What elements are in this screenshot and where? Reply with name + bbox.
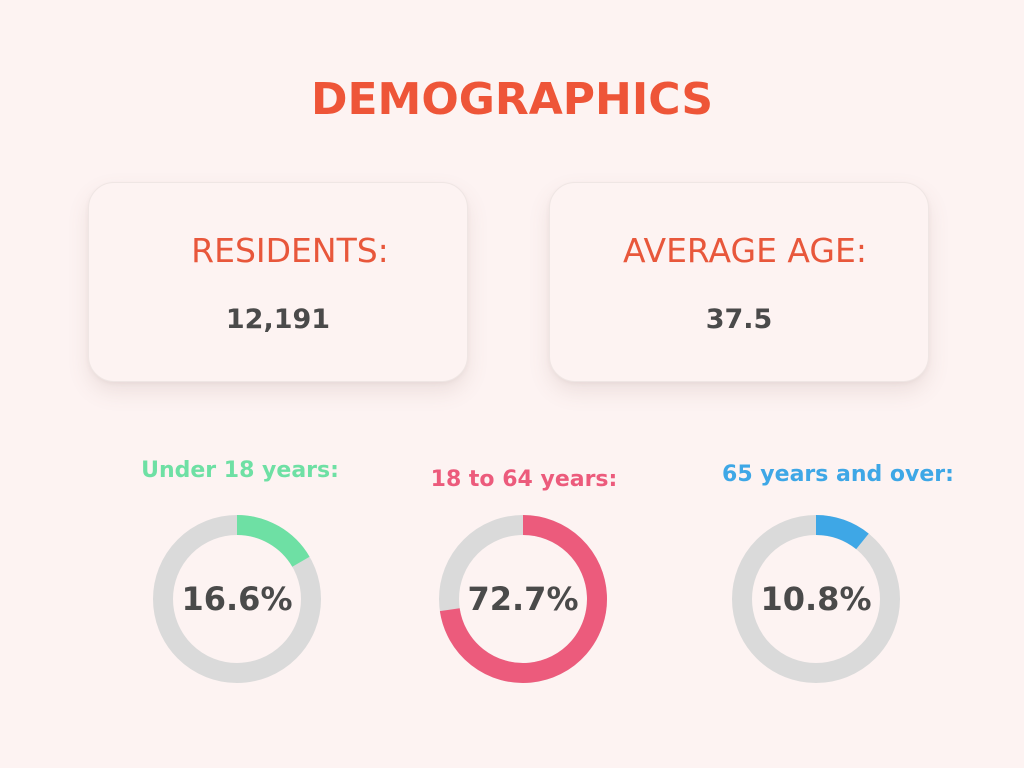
residents-value: 12,191 <box>225 304 331 335</box>
under-18-arc <box>236 515 310 568</box>
age-18-64-arc <box>439 515 607 683</box>
age-18-64-donut-svg <box>439 515 607 683</box>
age-18-64-donut: 72.7% <box>437 513 609 685</box>
average-age-value: 37.5 <box>705 304 773 335</box>
under-18-donut-svg <box>153 515 321 683</box>
page-title: DEMOGRAPHICS <box>310 74 714 125</box>
average-age-card: AVERAGE AGE: 37.5 <box>549 182 929 382</box>
average-age-label: AVERAGE AGE: <box>623 231 867 270</box>
over-65-label: 65 years and over: <box>722 462 954 487</box>
residents-card: RESIDENTS: 12,191 <box>88 182 468 382</box>
age-18-64-label: 18 to 64 years: <box>430 467 618 492</box>
under-18-donut: 16.6% <box>151 513 323 685</box>
age-18-64-value: 72.7% <box>467 580 579 618</box>
over-65-arc <box>815 515 869 550</box>
under-18-value: 16.6% <box>181 580 293 618</box>
under-18-label: Under 18 years: <box>141 458 339 483</box>
over-65-value: 10.8% <box>760 580 872 618</box>
over-65-donut: 10.8% <box>730 513 902 685</box>
over-65-donut-svg <box>732 515 900 683</box>
residents-label: RESIDENTS: <box>191 231 389 270</box>
